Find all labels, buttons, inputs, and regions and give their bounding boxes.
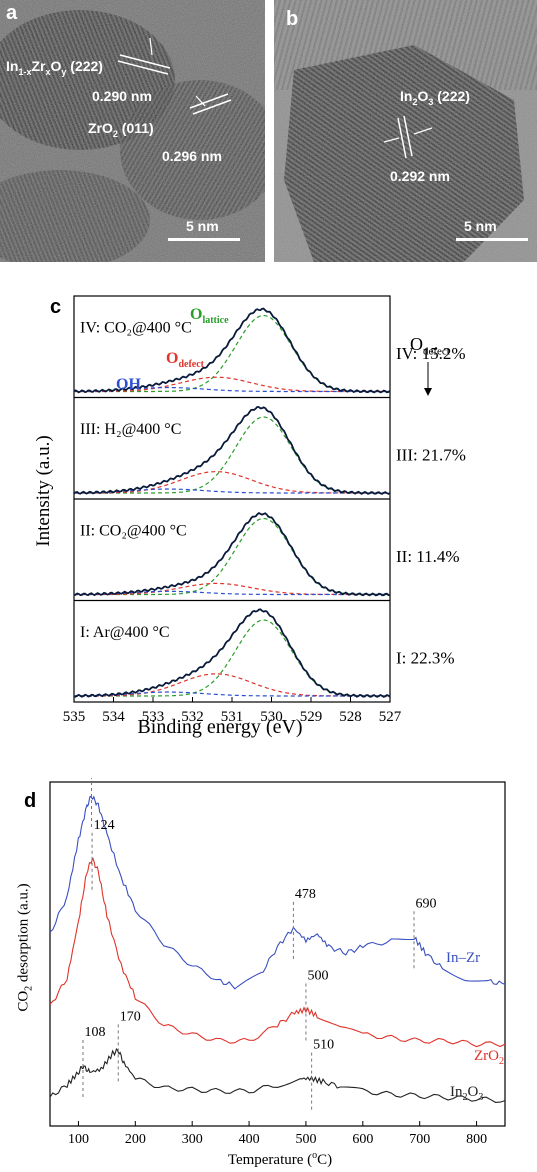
- xps-component-defect: [74, 582, 390, 596]
- xps-xtick-label: 535: [63, 709, 86, 725]
- xps-chart: 535 534 533 532 531 530 529 528 527 IV: CO₂@400 °…: [63, 295, 466, 725]
- tpd-xtick-label: 300: [182, 1132, 203, 1147]
- d-spacing-label-1: 0.290 nm: [92, 88, 152, 104]
- tpd-xlabel: Temperature (oC): [227, 1150, 333, 1168]
- xps-xtick-label: 528: [339, 709, 362, 725]
- xps-odefect-value: I: 22.3%: [396, 648, 455, 667]
- xps-xtick-label: 534: [102, 709, 125, 725]
- d-spacing-label-2: 0.296 nm: [162, 148, 222, 164]
- xps-spectrum-label: III: H₂@400 °C: [80, 421, 181, 438]
- series-label-inzr: In–Zr: [446, 950, 481, 966]
- xps-spectrum: [73, 608, 391, 698]
- xps-xlabel: Binding energy (eV): [137, 716, 303, 738]
- xps-odefect-value: II: 11.4%: [396, 547, 460, 566]
- panel-letter-b: b: [286, 8, 299, 30]
- xps-component-defect: [74, 376, 390, 393]
- scalebar-label-a: 5 nm: [186, 218, 219, 234]
- tpd-xtick-label: 100: [68, 1132, 89, 1147]
- tpd-xtick-label: 400: [239, 1132, 260, 1147]
- tpd-xtick-label: 800: [466, 1132, 487, 1147]
- tpd-peak-label: 478: [295, 887, 316, 902]
- panel-letter-d: d: [24, 790, 37, 812]
- tem-image-b: b In2O3 (222) 0.292 nm 5 nm: [274, 0, 537, 262]
- xps-component-oh: [74, 691, 390, 697]
- xps-xtick-label: 532: [181, 709, 204, 725]
- xps-component-defect: [74, 673, 390, 697]
- xps-xtick-label: 531: [221, 709, 244, 725]
- xps-xtick-label: 529: [300, 709, 323, 725]
- tpd-peak-label: 124: [94, 818, 115, 833]
- xps-spectrum: [73, 405, 391, 495]
- tpd-peak-label: 690: [416, 896, 437, 911]
- tpd-xtick-label: 200: [125, 1132, 146, 1147]
- tem-image-a: a In1-xZrxOy (222) 0.290 nm ZrO2 (011) 0…: [0, 0, 265, 262]
- xps-ylabel: Intensity (a.u.): [33, 435, 54, 547]
- tpd-peak-label: 108: [84, 1025, 105, 1040]
- plane-label-inzr: In1-xZrxOy (222): [6, 58, 103, 77]
- panel-letter-c: c: [50, 296, 62, 318]
- tpd-series: [49, 795, 506, 990]
- tpd-xtick-label: 600: [352, 1132, 373, 1147]
- xps-odefect-value: III: 21.7%: [396, 445, 466, 464]
- xps-xtick-label: 533: [142, 709, 165, 725]
- series-label-zro2: ZrO2: [474, 1048, 504, 1067]
- scalebar-label-b: 5 nm: [464, 218, 497, 234]
- tpd-series: [49, 1048, 506, 1103]
- label-oh: OH: [116, 376, 141, 393]
- odefect-arrow: [424, 362, 432, 396]
- tpd-peak-label: 510: [313, 1038, 334, 1053]
- tpd-chart: 1002003004005006007008001234786901245001…: [49, 778, 506, 1147]
- odefect-header: Odefect: [410, 334, 450, 358]
- tpd-series: [49, 857, 506, 1048]
- label-o-defect: Odefect: [166, 350, 204, 371]
- panel-letter-a: a: [6, 2, 18, 24]
- tpd-peak-label: 500: [307, 969, 328, 984]
- d-spacing-label-b: 0.292 nm: [390, 168, 450, 184]
- tpd-xtick-label: 500: [295, 1132, 316, 1147]
- plane-label-in2o3: In2O3 (222): [400, 88, 470, 107]
- tpd-peak-label: 170: [120, 1009, 141, 1024]
- tpd-frame: [49, 781, 506, 1127]
- xps-odefect-value: IV: 15.2%: [396, 344, 466, 363]
- tpd-panel-d: d 10020030040050060070080012347869012450…: [0, 778, 537, 1172]
- xps-spectrum: [73, 512, 391, 597]
- label-o-lattice: Olattice: [190, 306, 229, 327]
- tpd-ylabel: CO2 desorption (a.u.): [15, 883, 35, 1012]
- xps-component-defect: [74, 470, 390, 494]
- xps-spectrum-label: IV: CO₂@400 °C: [80, 320, 192, 337]
- series-label-in2o3: In2O3: [450, 1084, 484, 1103]
- plane-label-zro2: ZrO2 (011): [88, 120, 154, 139]
- xps-xtick-label: 527: [379, 709, 402, 725]
- xps-panel-c: c 535 534 533 532 531 530 529 528 527 IV: CO₂@400…: [0, 290, 537, 760]
- xps-spectrum-label: II: CO₂@400 °C: [80, 523, 187, 540]
- xps-spectrum: [73, 307, 391, 394]
- xps-spectrum-label: I: Ar@400 °C: [80, 624, 170, 641]
- xps-xtick-label: 530: [260, 709, 283, 725]
- tpd-xtick-label: 700: [409, 1132, 430, 1147]
